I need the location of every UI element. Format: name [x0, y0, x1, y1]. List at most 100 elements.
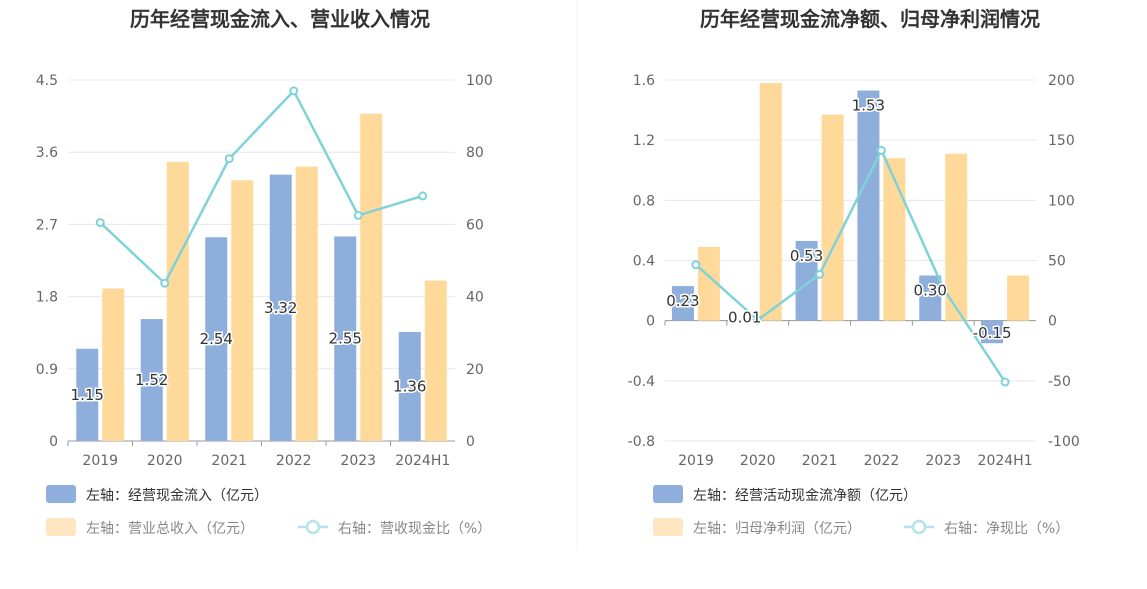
bar-data-label: 0.01: [728, 309, 761, 327]
bar-blue: [857, 90, 880, 321]
right-axis-tick: -100: [1048, 434, 1080, 450]
line-point: [418, 191, 428, 201]
left-axis-tick: 0: [646, 314, 655, 330]
line-point: [289, 86, 299, 96]
chart-panel-1: 历年经营现金流入、营业收入情况 0 0.9 1.8 2.7 3.6 4.5 0 20 40 60 80…: [36, 7, 493, 537]
right-axis-tick: -50: [1048, 374, 1071, 390]
x-axis-tick: 2024H1: [978, 453, 1033, 469]
bar-blue: [671, 286, 694, 321]
x-axis-tick: 2023: [340, 453, 376, 469]
legend-label: 左轴：营业总收入（亿元）: [86, 521, 254, 537]
left-axis-tick: 2.7: [36, 217, 58, 233]
left-axis-tick: 1.6: [633, 73, 655, 89]
line-series: [99, 88, 424, 286]
x-axis-tick: 2019: [82, 453, 118, 469]
legend-label: 右轴：净现比（%）: [944, 521, 1069, 537]
right-axis-tick: 100: [466, 73, 493, 89]
bar-yellow: [231, 180, 254, 441]
line-point: [160, 278, 170, 288]
chart-panel-2: 历年经营现金流净额、归母净利润情况 -0.8 -0.4 0 0.4 0.8 1.2 1.6 -1…: [628, 7, 1080, 537]
x-axis-tick: 2022: [276, 453, 312, 469]
right-axis-tick: 150: [1048, 133, 1075, 149]
bar-yellow: [424, 280, 447, 441]
chart-title: 历年经营现金流入、营业收入情况: [130, 7, 430, 31]
right-axis-tick: 200: [1048, 73, 1075, 89]
legend-label: 左轴：经营活动现金流净额（亿元）: [693, 488, 917, 504]
bar-data-label: 1.53: [852, 97, 885, 115]
legend-swatch-blue: [653, 485, 683, 503]
left-axis-tick: 1.8: [36, 290, 58, 306]
bar-data-label: -0.15: [973, 324, 1012, 342]
bar-blue: [919, 275, 942, 321]
bar-data-label: 0.23: [666, 292, 699, 310]
legend-swatch-point: [911, 519, 927, 535]
right-axis-tick: 50: [1048, 254, 1066, 270]
line-point: [876, 145, 886, 155]
line-point: [1000, 377, 1010, 387]
bar-data-label: 1.15: [71, 386, 104, 404]
bar-blue: [795, 240, 818, 321]
legend-swatch-blue: [46, 485, 76, 503]
bar-yellow: [821, 114, 844, 321]
legend-label: 左轴：经营现金流入（亿元）: [86, 488, 268, 504]
chart-title: 历年经营现金流净额、归母净利润情况: [700, 7, 1040, 31]
x-axis-tick: 2020: [740, 453, 776, 469]
bar-data-label: 2.55: [329, 330, 362, 348]
left-axis-tick: 0.4: [633, 254, 655, 270]
bar-yellow: [945, 153, 968, 321]
left-axis-tick: 0.8: [633, 193, 655, 209]
left-axis-tick: 4.5: [36, 73, 58, 89]
line-point: [353, 210, 363, 220]
legend[interactable]: 左轴：经营现金流入（亿元） 左轴：营业总收入（亿元） 右轴：营收现金比（%）: [46, 485, 491, 537]
bar-blue: [733, 319, 756, 321]
bar-yellow: [360, 113, 383, 442]
left-axis-tick: -0.4: [628, 374, 655, 390]
bar-data-label: 0.30: [914, 282, 947, 300]
bar-blue: [76, 348, 99, 441]
line-point: [753, 315, 763, 325]
bar-yellow: [697, 246, 720, 321]
x-axis-tick: 2022: [864, 453, 900, 469]
left-axis-tick: 0: [49, 434, 58, 450]
line-point: [691, 260, 701, 270]
right-axis-tick: 0: [466, 434, 475, 450]
bar-blue: [140, 319, 163, 441]
line-point: [95, 218, 105, 228]
left-axis-tick: 0.9: [36, 362, 58, 378]
right-axis-tick: 60: [466, 217, 484, 233]
bar-blue: [334, 236, 357, 441]
legend-label: 右轴：营收现金比（%）: [338, 521, 491, 537]
right-axis-tick: 100: [1048, 193, 1075, 209]
bar-yellow: [759, 83, 782, 321]
bar-yellow: [295, 166, 318, 441]
bar-data-label: 2.54: [200, 330, 233, 348]
bar-data-label: 1.36: [393, 377, 426, 395]
x-axis-tick: 2019: [678, 453, 714, 469]
bar-yellow: [166, 161, 189, 441]
line-point: [938, 283, 948, 293]
bar-blue: [398, 331, 421, 441]
bar-blue: [981, 320, 1004, 344]
bar-blue: [269, 174, 292, 441]
legend-label: 左轴：归母净利润（亿元）: [693, 520, 861, 537]
line-point: [815, 269, 825, 279]
x-axis-tick: 2021: [802, 453, 838, 469]
left-axis-tick: 1.2: [633, 133, 655, 149]
right-axis-tick: 40: [466, 290, 484, 306]
legend-swatch-yellow: [46, 518, 76, 536]
line-point: [224, 154, 234, 164]
legend-swatch-yellow: [653, 518, 683, 536]
bar-data-label: 1.52: [135, 371, 168, 389]
x-axis-tick: 2021: [211, 453, 247, 469]
left-axis-tick: 3.6: [36, 145, 58, 161]
bar-yellow: [1007, 275, 1030, 321]
bar-yellow: [883, 158, 906, 321]
x-axis-tick: 2020: [147, 453, 183, 469]
line-series: [695, 147, 1007, 383]
right-axis-tick: 20: [466, 362, 484, 378]
x-axis-tick: 2024H1: [395, 453, 450, 469]
legend-swatch-point: [305, 519, 321, 535]
bar-yellow: [102, 288, 125, 441]
legend[interactable]: 左轴：经营活动现金流净额（亿元） 左轴：归母净利润（亿元） 右轴：净现比（%）: [653, 485, 1069, 537]
